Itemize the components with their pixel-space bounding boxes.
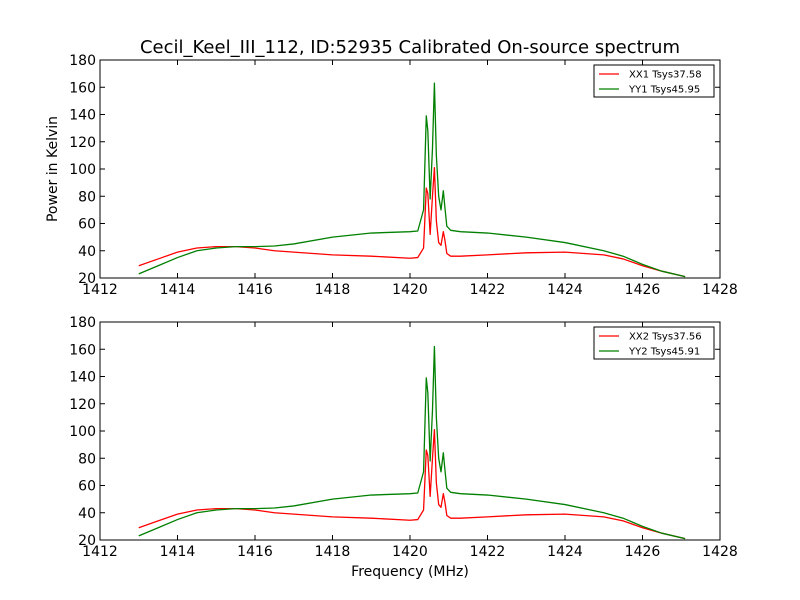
legend-label-1: XX2 Tsys37.56	[629, 332, 702, 343]
x-tick-label: 1424	[547, 544, 583, 560]
x-tick-label: 1414	[160, 544, 196, 560]
y-tick-label: 160	[69, 80, 96, 96]
y-tick-label: 60	[78, 217, 96, 233]
x-tick-label: 1418	[315, 282, 351, 298]
series-line-1	[138, 166, 686, 278]
x-tick-label: 1420	[392, 282, 428, 298]
y-tick-label: 20	[78, 533, 96, 549]
x-tick-label: 1424	[547, 282, 583, 298]
y-tick-label: 100	[69, 162, 96, 178]
legend-box	[593, 64, 715, 98]
series-line-2	[138, 82, 686, 278]
x-tick-label: 1418	[315, 544, 351, 560]
x-tick-label: 1428	[702, 282, 738, 298]
legend-label-2: YY1 Tsys45.95	[628, 85, 700, 96]
y-tick-label: 20	[78, 271, 96, 287]
y-tick-label: 180	[69, 53, 96, 69]
series-line-1	[138, 428, 686, 540]
y-tick-label: 120	[69, 135, 96, 151]
y-tick-label: 140	[69, 108, 96, 124]
y-tick-label: 40	[78, 244, 96, 260]
legend: XX2 Tsys37.56 YY2 Tsys45.91	[593, 326, 715, 360]
y-tick-label: 100	[69, 424, 96, 440]
x-tick-label: 1414	[160, 282, 196, 298]
y-tick-label: 180	[69, 315, 96, 331]
y-tick-label: 80	[78, 189, 96, 205]
series-line-2	[138, 345, 686, 540]
x-tick-label: 1426	[625, 282, 661, 298]
figure-title: Cecil_Keel_III_112, ID:52935 Calibrated …	[140, 37, 680, 58]
y-tick-label: 140	[69, 370, 96, 386]
top-panel: 1412 1414 1416 1418 1420 1422 1424 1426 1428 20 40…	[45, 53, 738, 298]
x-tick-label: 1422	[470, 282, 506, 298]
y-axis-label: Power in Kelvin	[45, 116, 61, 222]
legend-box	[593, 326, 715, 360]
x-tick-label: 1428	[702, 544, 738, 560]
x-tick-label: 1416	[237, 544, 273, 560]
legend-label-2: YY2 Tsys45.91	[628, 347, 700, 358]
x-axis-label: Frequency (MHz)	[351, 564, 469, 580]
legend: XX1 Tsys37.58 YY1 Tsys45.95	[593, 64, 715, 98]
x-tick-label: 1420	[392, 544, 428, 560]
x-tick-label: 1412	[82, 544, 118, 560]
y-tick-label: 40	[78, 506, 96, 522]
y-tick-label: 120	[69, 397, 96, 413]
x-tick-label: 1416	[237, 282, 273, 298]
legend-label-1: XX1 Tsys37.58	[629, 70, 702, 81]
y-tick-label: 160	[69, 342, 96, 358]
x-tick-label: 1412	[82, 282, 118, 298]
y-tick-label: 60	[78, 479, 96, 495]
x-tick-label: 1426	[625, 544, 661, 560]
bottom-panel: 1412 1414 1416 1418 1420 1422 1424 1426 1428 20 40…	[69, 315, 738, 580]
x-tick-label: 1422	[470, 544, 506, 560]
y-tick-label: 80	[78, 451, 96, 467]
